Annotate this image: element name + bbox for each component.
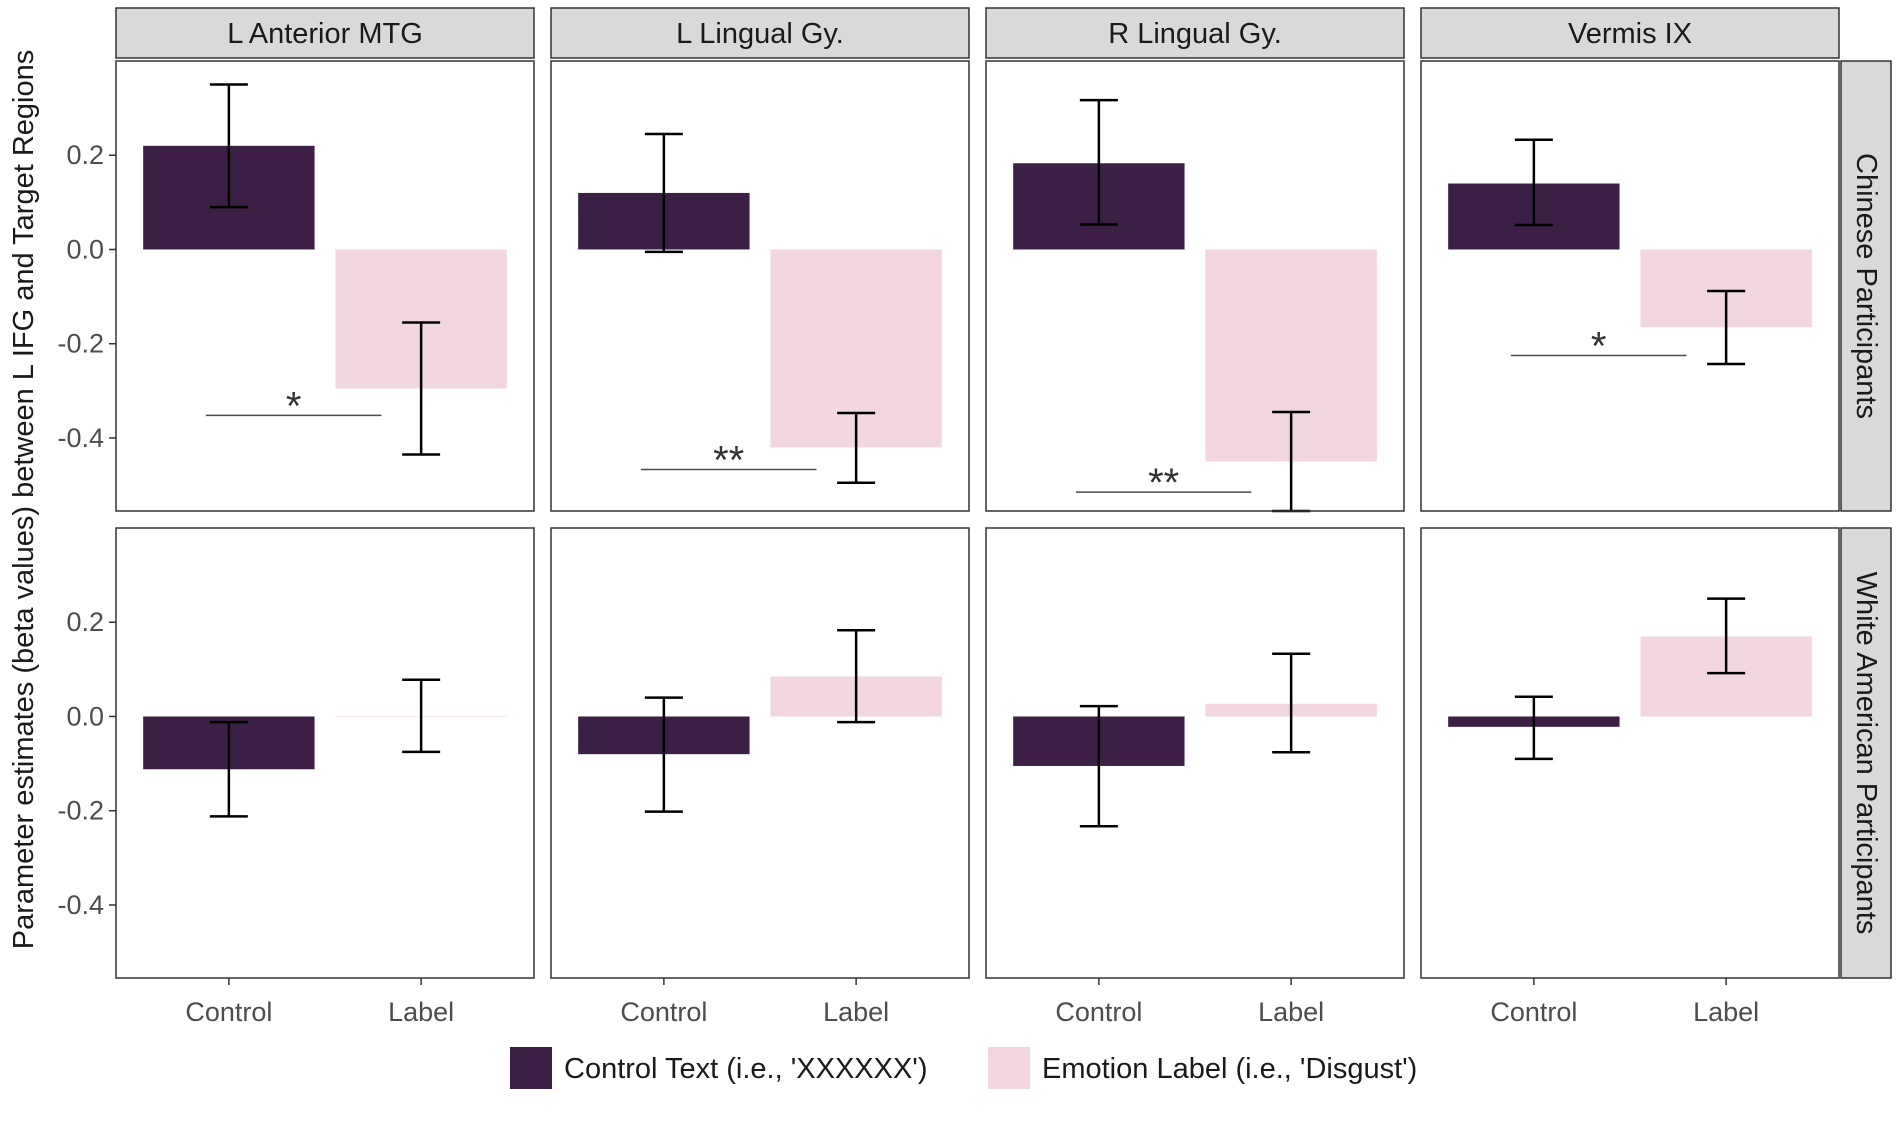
column-strip-label-2: L Lingual Gy. <box>676 18 844 50</box>
column-strip-3 <box>985 7 1405 59</box>
panel-2-3 <box>985 527 1405 979</box>
row-strip-label-2: White American Participants <box>1850 572 1882 935</box>
panel-1-3: ** <box>985 60 1405 513</box>
x-tick-label: Control <box>620 997 707 1027</box>
panel-border <box>1420 527 1840 979</box>
y-tick-label: -0.4 <box>57 423 104 453</box>
x-tick-label: Control <box>185 997 272 1027</box>
panel-border <box>550 527 970 979</box>
significance-label: ** <box>1148 461 1179 505</box>
panel-border <box>985 527 1405 979</box>
column-strip-label-1: L Anterior MTG <box>227 18 423 50</box>
column-strip-label-4: Vermis IX <box>1568 18 1692 50</box>
y-tick-label: -0.2 <box>57 329 104 359</box>
panel-2-1 <box>115 527 535 979</box>
column-strip-label-3: R Lingual Gy. <box>1108 18 1282 50</box>
x-tick-label: Control <box>1055 997 1142 1027</box>
panel-border <box>1420 60 1840 512</box>
control-legend-swatch <box>510 1047 552 1089</box>
x-tick-label: Label <box>823 997 889 1027</box>
significance-label: * <box>286 384 302 428</box>
panel-border <box>985 60 1405 512</box>
x-tick-label: Label <box>1258 997 1324 1027</box>
panel-border <box>115 60 535 512</box>
row-strip-2 <box>1840 527 1892 979</box>
control-legend-label: Control Text (i.e., 'XXXXXX') <box>564 1053 928 1085</box>
panel-1-1: * <box>115 60 535 512</box>
y-tick-label: 0.2 <box>66 607 104 637</box>
legend: Control Text (i.e., 'XXXXXX') Emotion Lab… <box>510 1047 1417 1089</box>
panels-layer: ****** <box>115 60 1840 979</box>
axes-layer: L Anterior MTG L Lingual Gy. R Lingual Gy.… <box>8 7 1892 1027</box>
panel-1-2: ** <box>550 60 970 512</box>
column-strip-1 <box>115 7 535 59</box>
x-tick-label: Label <box>388 997 454 1027</box>
y-tick-label: -0.4 <box>57 890 104 920</box>
row-strip-label-1: Chinese Participants <box>1850 153 1882 419</box>
label-legend-label: Emotion Label (i.e., 'Disgust') <box>1042 1053 1417 1085</box>
panel-2-4 <box>1420 527 1840 979</box>
panel-border <box>115 527 535 979</box>
x-tick-label: Control <box>1490 997 1577 1027</box>
row-strip-1 <box>1840 60 1892 512</box>
column-strip-2 <box>550 7 970 59</box>
y-tick-label: 0.0 <box>66 234 104 264</box>
column-strip-4 <box>1420 7 1840 59</box>
label-legend-swatch <box>988 1047 1030 1089</box>
y-tick-label: 0.2 <box>66 140 104 170</box>
y-axis-title: Parameter estimates (beta values) betwee… <box>8 50 40 949</box>
significance-label: * <box>1591 325 1607 369</box>
y-tick-label: 0.0 <box>66 701 104 731</box>
x-tick-label: Label <box>1693 997 1759 1027</box>
significance-label: ** <box>713 439 744 483</box>
panel-1-4: * <box>1420 60 1840 512</box>
panel-border <box>550 60 970 512</box>
panel-2-2 <box>550 527 970 979</box>
panel-background <box>1421 528 1839 978</box>
y-tick-label: -0.2 <box>57 796 104 826</box>
